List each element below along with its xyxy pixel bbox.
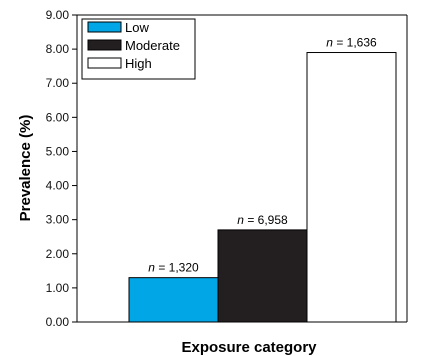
legend-swatch-high [87,57,122,69]
y-tick-label: 9.00 [46,8,70,22]
y-tick-label: 2.00 [46,247,70,261]
y-tick-label: 7.00 [46,76,70,90]
bar-high [306,52,397,323]
bar-moderate [217,229,308,323]
bar-low [128,277,219,323]
legend-label-moderate: Moderate [125,38,180,53]
bars [128,52,397,323]
x-axis-title: Exposure category [181,339,317,356]
y-tick-label: 1.00 [46,281,70,295]
legend-label-low: Low [125,20,149,35]
data-labels: n = 1,320 n = 6,958 n = 1,636 [148,36,377,275]
legend: Low Moderate High [81,18,196,80]
bar-data-label: n = 1,636 [326,36,377,50]
bar-data-label: n = 6,958 [237,213,288,227]
y-tick-label: 0.00 [46,315,70,329]
legend-swatch-moderate [87,39,122,51]
y-tick-label: 6.00 [46,110,70,124]
y-tick-label: 8.00 [46,42,70,56]
legend-label-high: High [125,56,152,71]
y-tick-label: 3.00 [46,213,70,227]
legend-swatch-low [87,21,122,33]
bar-data-label: n = 1,320 [148,261,199,275]
y-axis-title: Prevalence (%) [17,115,34,222]
y-axis-ticks: 0.00 1.00 2.00 3.00 4.00 5.00 6.00 7.00 8.00 9.00 [46,8,77,329]
y-tick-label: 4.00 [46,179,70,193]
y-tick-label: 5.00 [46,144,70,158]
